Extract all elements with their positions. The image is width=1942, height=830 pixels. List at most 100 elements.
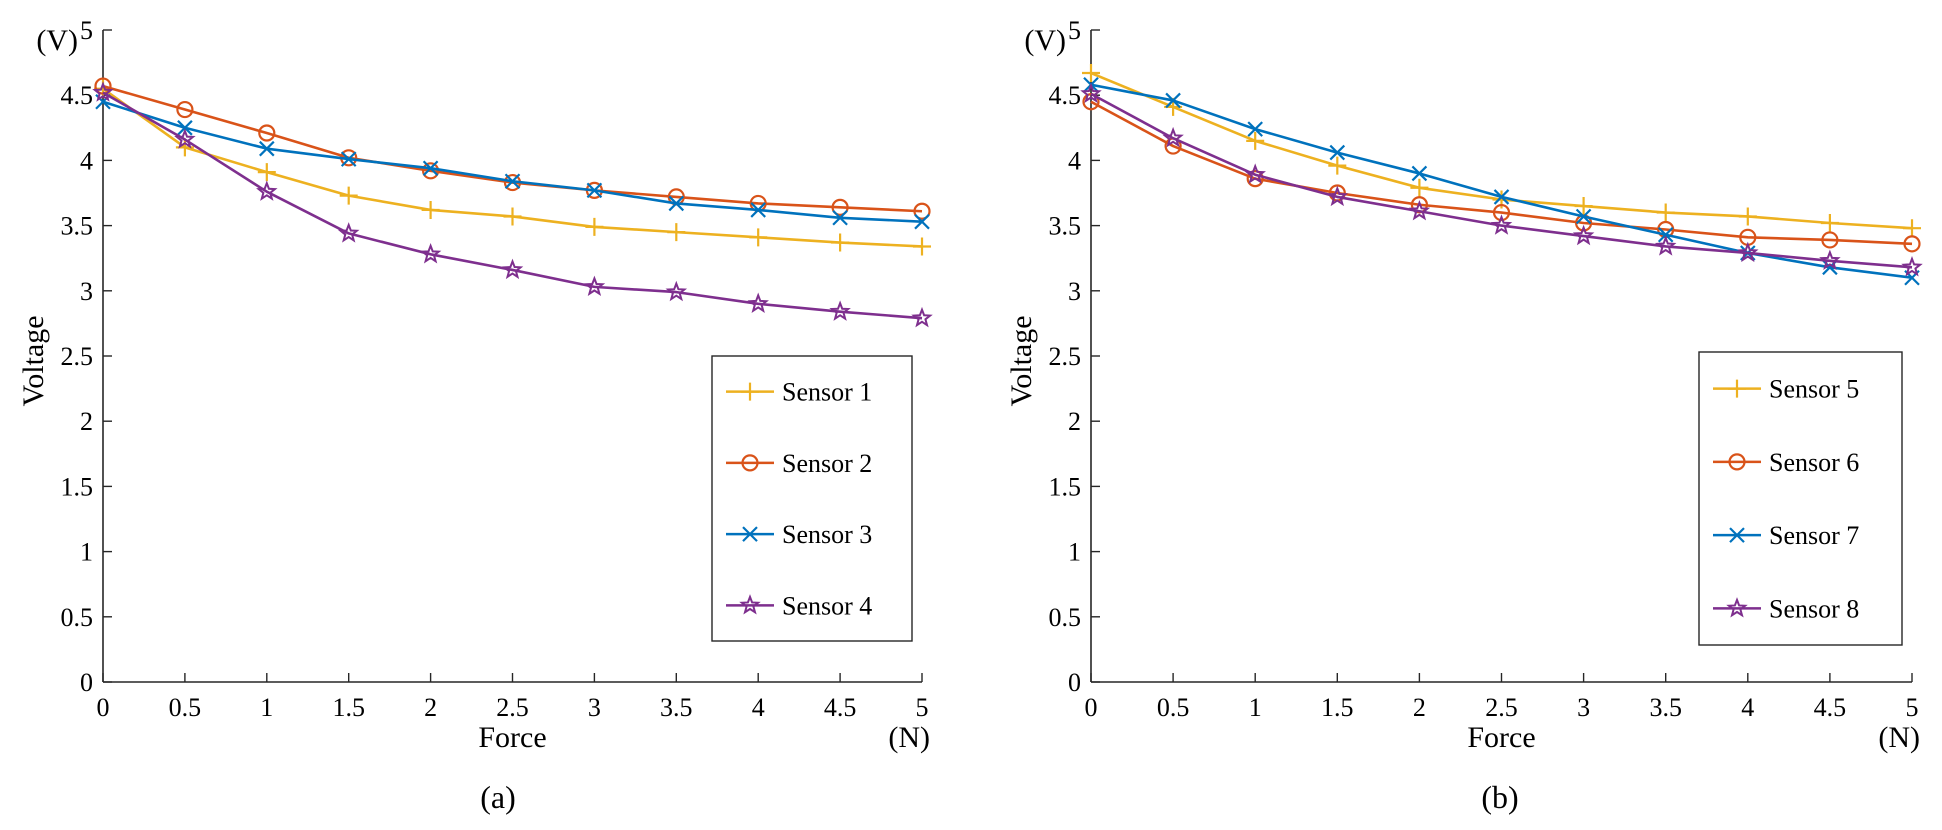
y-axis-label: Voltage	[1005, 315, 1038, 406]
y-tick-label: 0	[1068, 668, 1081, 697]
data-point	[1326, 185, 1349, 207]
series-line	[1090, 100, 1913, 246]
data-point	[1492, 203, 1511, 222]
data-point	[750, 202, 766, 218]
data-point	[177, 120, 193, 136]
legend: Sensor 5 Sensor 6 Sensor 7 Sensor 8	[1698, 351, 1903, 646]
data-point	[1572, 224, 1595, 246]
series-line	[1090, 92, 1913, 269]
x-tick-label: 2	[424, 693, 437, 722]
x-tick-label: 3.5	[660, 693, 693, 722]
legend-marker	[1726, 597, 1748, 618]
y-unit-label: (V)	[36, 24, 78, 57]
legend: Sensor 1 Sensor 2 Sensor 3 Sensor 4	[711, 355, 913, 642]
legend-label: Sensor 1	[782, 378, 872, 407]
x-axis-label: Force	[1467, 721, 1535, 754]
legend-marker	[1728, 453, 1746, 471]
legend-marker	[742, 526, 758, 542]
y-tick-label: 3	[1068, 277, 1081, 306]
data-point	[1165, 92, 1181, 109]
legend-item: Sensor 4	[726, 591, 872, 620]
data-point	[504, 173, 521, 190]
legend-marker	[1729, 527, 1745, 543]
data-point	[749, 228, 768, 247]
data-point	[1411, 165, 1428, 182]
data-point	[258, 124, 276, 142]
data-point	[585, 217, 604, 236]
data-point	[1244, 163, 1266, 184]
data-point	[422, 160, 439, 177]
series-line	[1090, 83, 1913, 280]
x-tick-label: 0.5	[1157, 693, 1190, 722]
y-tick-label: 3.5	[61, 212, 94, 241]
y-tick-label: 1.5	[61, 472, 94, 501]
x-tick-label: 3	[1577, 693, 1590, 722]
data-point	[1080, 82, 1102, 104]
series-sensor-4	[92, 81, 933, 328]
y-tick-label: 0	[80, 668, 93, 697]
data-point	[1490, 214, 1513, 235]
legend-item: Sensor 2	[726, 449, 872, 478]
x-tick-label: 3.5	[1649, 693, 1682, 722]
y-tick-label: 1	[1068, 538, 1081, 567]
data-point	[832, 209, 848, 226]
y-tick-label: 0.5	[1049, 603, 1082, 632]
data-point	[92, 81, 114, 102]
data-point	[174, 128, 196, 149]
data-point	[914, 213, 930, 230]
legend-label: Sensor 5	[1769, 375, 1859, 404]
x-tick-label: 2	[1413, 693, 1426, 722]
x-tick-label: 4	[1741, 693, 1754, 722]
data-point	[1408, 199, 1431, 221]
chart-panel-1: 0 0.5 1 1.5 2 2.5 3 3.5 4 4.5 5 0 0.5 1 1.5 2 2.5 3 3.5 4 4.…	[17, 16, 933, 754]
y-tick-label: 4.5	[1049, 81, 1082, 110]
legend-box	[1698, 351, 1903, 646]
legend-marker	[1728, 379, 1746, 398]
data-point	[337, 222, 360, 243]
x-tick-label: 2.5	[496, 693, 529, 722]
data-point	[421, 200, 440, 219]
data-point	[340, 151, 357, 167]
legend-item: Sensor 5	[1713, 375, 1859, 404]
data-point	[422, 162, 440, 180]
y-tick-label: 1	[80, 538, 93, 567]
series-sensor-7	[1083, 76, 1920, 286]
data-point	[831, 198, 849, 216]
data-point	[831, 233, 850, 252]
data-point	[913, 202, 931, 220]
data-point	[1903, 219, 1921, 238]
data-point	[1656, 203, 1675, 222]
y-tick-label: 2	[80, 407, 93, 436]
data-point	[665, 280, 688, 302]
legend-label: Sensor 6	[1769, 448, 1859, 477]
data-point	[586, 182, 603, 199]
data-point	[176, 100, 194, 119]
data-point	[911, 306, 933, 328]
data-point	[1082, 64, 1100, 83]
data-point	[747, 292, 769, 314]
series-sensor-5	[1082, 64, 1921, 238]
x-tick-label: 3	[588, 693, 601, 722]
y-tick-label: 2	[1068, 407, 1081, 436]
data-point	[1410, 178, 1429, 197]
data-point	[1493, 189, 1510, 205]
legend-marker	[741, 382, 759, 401]
chart-panel-2: 0 0.5 1 1.5 2 2.5 3 3.5 4 4.5 5 0 0.5 1 1.5 2 2.5 3 3.5 4 4.…	[1005, 16, 1923, 754]
x-axis-label: Force	[478, 721, 546, 754]
legend-item: Sensor 7	[1713, 521, 1859, 550]
data-point	[1821, 231, 1839, 249]
legend-label: Sensor 3	[782, 520, 872, 549]
x-tick-label: 1.5	[332, 693, 365, 722]
legend-label: Sensor 4	[782, 591, 872, 620]
series-sensor-2	[94, 77, 931, 220]
legend-label: Sensor 8	[1769, 594, 1859, 623]
y-tick-label: 3.5	[1049, 212, 1082, 241]
data-point	[1822, 259, 1838, 276]
y-tick-label: 1.5	[1049, 472, 1082, 501]
data-point	[259, 140, 275, 157]
x-unit-label: (N)	[1878, 721, 1920, 754]
x-tick-label: 2.5	[1485, 693, 1518, 722]
data-point	[419, 242, 442, 264]
data-point	[1819, 249, 1841, 270]
data-point	[1246, 131, 1265, 150]
